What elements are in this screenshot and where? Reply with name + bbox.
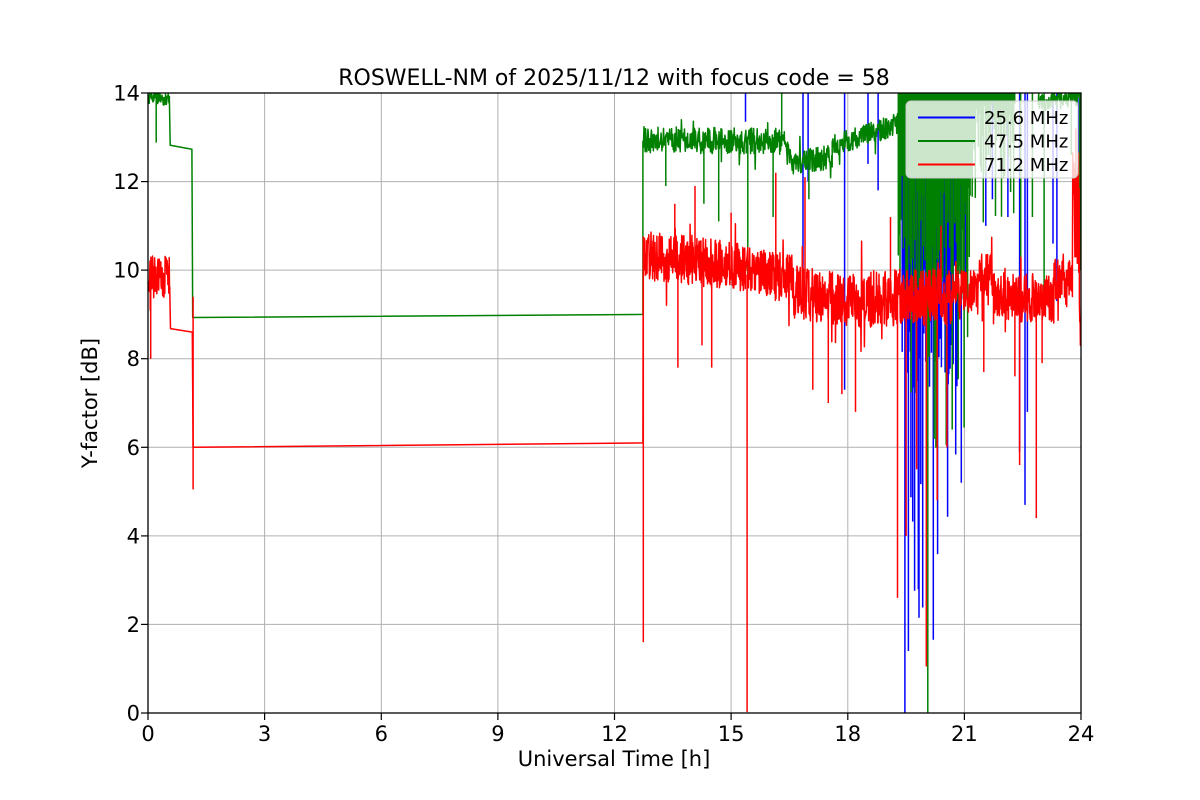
series-line-71-2-mhz	[148, 152, 1081, 449]
y-tick-label: 12	[113, 170, 140, 194]
x-tick-label: 15	[718, 722, 745, 746]
legend-label-71-2mhz: 71.2 MHz	[984, 155, 1068, 176]
y-tick-label: 14	[113, 82, 140, 106]
x-tick-label: 18	[834, 722, 861, 746]
chart-title: ROSWELL-NM of 2025/11/12 with focus code…	[338, 66, 890, 91]
x-tick-label: 21	[951, 722, 978, 746]
y-tick-label: 4	[127, 524, 140, 548]
legend: 25.6 MHz 47.5 MHz 71.2 MHz	[905, 100, 1079, 179]
legend-label-47-5mhz: 47.5 MHz	[984, 132, 1068, 153]
x-tick-label: 12	[601, 722, 628, 746]
x-tick-label: 3	[258, 722, 271, 746]
axis-ticks	[141, 92, 1082, 720]
x-tick-label: 6	[375, 722, 388, 746]
x-tick-label: 0	[141, 722, 154, 746]
y-tick-label: 0	[127, 702, 140, 726]
y-tick-label: 10	[113, 259, 140, 283]
x-tick-label: 24	[1068, 722, 1095, 746]
y-tick-label: 8	[127, 347, 140, 371]
y-axis-label: Y-factor [dB]	[78, 338, 102, 469]
legend-box	[905, 100, 1079, 179]
y-tick-label: 2	[127, 613, 140, 637]
x-tick-label: 9	[491, 722, 504, 746]
legend-label-25-6mhz: 25.6 MHz	[984, 108, 1068, 129]
series-spikes-71-2-mhz	[149, 128, 1077, 713]
x-axis-label: Universal Time [h]	[518, 747, 711, 771]
y-tick-label: 6	[127, 436, 140, 460]
